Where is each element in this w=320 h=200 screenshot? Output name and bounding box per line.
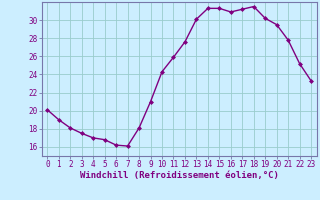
- X-axis label: Windchill (Refroidissement éolien,°C): Windchill (Refroidissement éolien,°C): [80, 171, 279, 180]
